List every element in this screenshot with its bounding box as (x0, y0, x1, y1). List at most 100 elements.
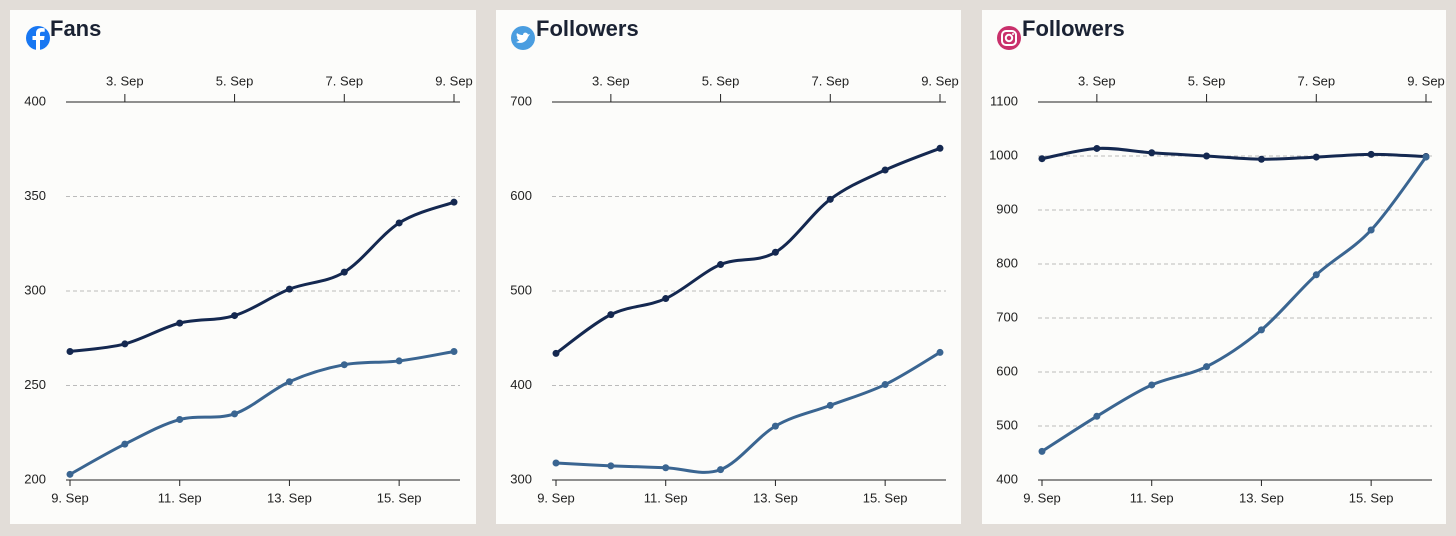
facebook-icon (26, 26, 50, 50)
twitter-icon (511, 26, 535, 50)
top-tick-label: 3. Sep (1078, 73, 1116, 88)
x-tick-label: 13. Sep (753, 490, 798, 505)
instagram-icon (997, 26, 1021, 50)
point (395, 219, 403, 227)
point (121, 340, 129, 348)
point (1367, 226, 1375, 234)
y-tick-label: 1100 (990, 93, 1018, 108)
y-tick-label: 900 (996, 201, 1018, 216)
point (552, 459, 560, 467)
y-tick-label: 500 (996, 417, 1018, 432)
top-tick-label: 9. Sep (435, 73, 473, 88)
point (231, 312, 239, 320)
point (231, 410, 239, 418)
point (826, 195, 834, 203)
top-tick-label: 7. Sep (811, 73, 849, 88)
point (1203, 152, 1211, 160)
point (1312, 153, 1320, 161)
point (1148, 381, 1156, 389)
x-tick-label: 11. Sep (644, 490, 688, 505)
point (771, 248, 779, 256)
point (936, 144, 944, 152)
y-tick-label: 700 (996, 309, 1018, 324)
x-tick-label: 11. Sep (158, 490, 202, 505)
point (1367, 150, 1375, 158)
point (881, 166, 889, 174)
point (340, 361, 348, 369)
line (69, 350, 455, 476)
point (1093, 144, 1101, 152)
x-tick-label: 9. Sep (1023, 490, 1061, 505)
chart-title: Followers (1022, 16, 1125, 41)
y-tick-label: 400 (510, 377, 532, 392)
point (121, 440, 129, 448)
top-tick-label: 9. Sep (921, 73, 959, 88)
point (1148, 149, 1156, 157)
y-tick-label: 300 (24, 282, 46, 297)
x-tick-label: 11. Sep (1130, 490, 1174, 505)
point (1257, 326, 1265, 334)
x-tick-label: 9. Sep (51, 490, 89, 505)
y-tick-label: 1000 (989, 147, 1018, 162)
y-tick-label: 400 (24, 93, 46, 108)
panel (496, 10, 961, 524)
x-tick-label: 9. Sep (537, 490, 575, 505)
point (826, 401, 834, 409)
line (69, 200, 455, 353)
point (1038, 155, 1046, 163)
point (607, 311, 615, 319)
point (66, 470, 74, 478)
top-tick-label: 9. Sep (1407, 73, 1445, 88)
y-tick-label: 200 (24, 471, 46, 486)
top-tick-label: 3. Sep (106, 73, 144, 88)
top-tick-label: 3. Sep (592, 73, 630, 88)
x-tick-label: 15. Sep (863, 490, 908, 505)
point (1312, 271, 1320, 279)
panel (10, 10, 476, 524)
y-tick-label: 350 (24, 188, 46, 203)
point (662, 295, 670, 303)
chart-title: Followers (536, 16, 639, 41)
x-tick-label: 15. Sep (1349, 490, 1394, 505)
point (552, 349, 560, 357)
y-tick-label: 700 (510, 93, 532, 108)
point (1093, 412, 1101, 420)
top-tick-label: 7. Sep (1297, 73, 1335, 88)
point (771, 422, 779, 430)
point (395, 357, 403, 365)
top-tick-label: 5. Sep (216, 73, 254, 88)
line (555, 351, 941, 474)
point (717, 261, 725, 269)
point (340, 268, 348, 276)
point (176, 416, 184, 424)
chart-title: Fans (50, 16, 101, 41)
x-tick-label: 13. Sep (1239, 490, 1284, 505)
point (607, 462, 615, 470)
point (717, 466, 725, 474)
point (285, 378, 293, 386)
line (1041, 146, 1427, 161)
point (662, 464, 670, 472)
point (66, 347, 74, 355)
y-tick-label: 400 (996, 471, 1018, 486)
point (450, 347, 458, 355)
top-tick-label: 5. Sep (702, 73, 740, 88)
y-tick-label: 600 (510, 188, 532, 203)
top-tick-label: 5. Sep (1188, 73, 1226, 88)
y-tick-label: 800 (996, 255, 1018, 270)
x-tick-label: 15. Sep (377, 490, 422, 505)
point (1038, 447, 1046, 455)
point (1422, 153, 1430, 161)
y-tick-label: 250 (24, 377, 46, 392)
point (936, 348, 944, 356)
point (1257, 155, 1265, 163)
point (176, 319, 184, 327)
x-tick-label: 13. Sep (267, 490, 312, 505)
y-tick-label: 500 (510, 282, 532, 297)
top-tick-label: 7. Sep (325, 73, 363, 88)
point (285, 285, 293, 293)
point (881, 381, 889, 389)
y-tick-label: 600 (996, 363, 1018, 378)
